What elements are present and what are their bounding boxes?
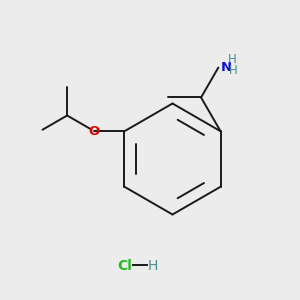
Text: H: H [229, 64, 238, 77]
Text: H: H [228, 53, 236, 66]
Text: O: O [89, 125, 100, 138]
Text: Cl: Cl [117, 259, 132, 272]
Text: N: N [221, 61, 232, 74]
Text: H: H [148, 259, 158, 272]
